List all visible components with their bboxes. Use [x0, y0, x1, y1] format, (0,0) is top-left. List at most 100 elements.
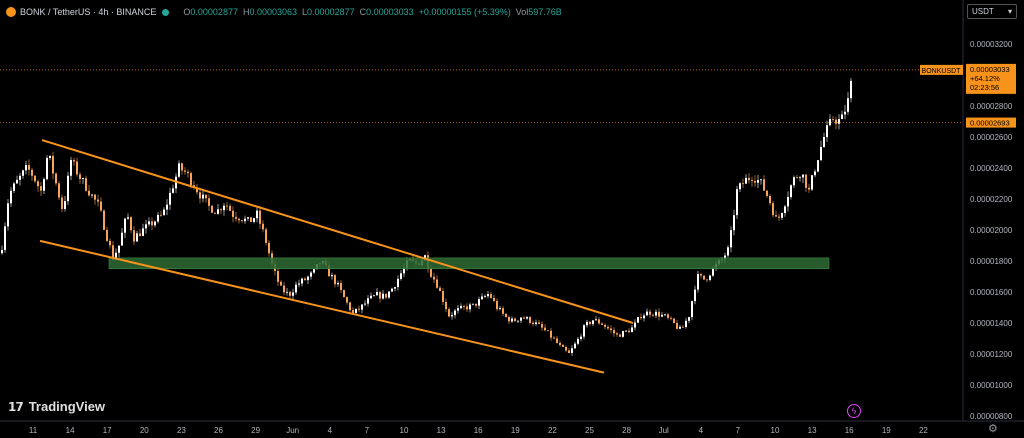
- candle-body: [370, 295, 372, 299]
- candle-body: [28, 164, 30, 170]
- candle-body: [436, 279, 438, 288]
- candle-body: [499, 308, 501, 310]
- candle-body: [685, 320, 687, 328]
- candle-body: [538, 322, 540, 324]
- candle-body: [394, 287, 396, 289]
- candle-body: [340, 282, 342, 291]
- candle-body: [361, 304, 363, 310]
- candle-body: [580, 336, 582, 339]
- candle-body: [469, 304, 471, 310]
- time-tick-label: 7: [736, 426, 741, 435]
- price-tags: BONKUSDT 0.00003033+64.12%02:23:56 0.00002…: [920, 63, 1016, 128]
- candle-body: [241, 220, 243, 222]
- candle-body: [559, 342, 561, 345]
- candle-body: [517, 320, 519, 322]
- candle-body: [289, 291, 291, 296]
- candle-body: [37, 181, 39, 187]
- candle-body: [739, 183, 741, 190]
- level-price-tag-bg: [966, 117, 1016, 128]
- candle-body: [463, 306, 465, 307]
- candle-body: [400, 273, 402, 279]
- candle-body: [211, 205, 213, 213]
- candle-body: [214, 212, 216, 214]
- bonk-coin-icon: [6, 7, 16, 17]
- tradingview-logo[interactable]: 𝟭𝟳 TradingView: [8, 399, 105, 414]
- candle-body: [4, 226, 6, 251]
- symbol-title[interactable]: BONK / TetherUS · 4h · BINANCE: [20, 7, 157, 17]
- candle-body: [313, 269, 315, 273]
- candle-body: [232, 210, 234, 217]
- candle-body: [736, 189, 738, 216]
- candle-body: [772, 203, 774, 216]
- candle-body: [511, 318, 513, 322]
- candle-body: [196, 188, 198, 193]
- candle-body: [496, 300, 498, 310]
- lightning-icon[interactable]: ϟ: [847, 404, 861, 418]
- candle-body: [169, 192, 171, 205]
- candle-body: [598, 319, 600, 324]
- candle-body: [367, 298, 369, 304]
- candle-body: [349, 302, 351, 311]
- candle-body: [778, 216, 780, 218]
- candle-body: [205, 194, 207, 199]
- currency-selector[interactable]: USDT ▾: [967, 4, 1017, 19]
- candle-body: [694, 289, 696, 302]
- candle-body: [19, 175, 21, 180]
- candle-body: [445, 301, 447, 310]
- candle-body: [184, 170, 186, 172]
- candle-body: [259, 210, 261, 224]
- candle-body: [328, 265, 330, 277]
- candle-body: [46, 157, 48, 180]
- time-tick-label: 29: [251, 426, 260, 435]
- candle-body: [568, 350, 570, 353]
- candle-body: [547, 330, 549, 332]
- candle-body: [388, 291, 390, 298]
- candle-body: [403, 267, 405, 274]
- candle-body: [331, 275, 333, 277]
- last-price-tag-bg: [966, 63, 1016, 94]
- change-value: +0.00000155 (+5.39%): [418, 7, 511, 17]
- last-price-value: 0.00003033: [970, 65, 1010, 74]
- candle-body: [142, 228, 144, 236]
- candle-body: [181, 163, 183, 171]
- time-axis[interactable]: 11 14 17 20 23 26 29 Jun 4 7 10 13 16 19 22 25 28 Jul 4 7 10…: [0, 420, 1024, 435]
- volume-value: 597.76B: [528, 7, 562, 17]
- candle-body: [781, 213, 783, 218]
- candle-body: [238, 218, 240, 221]
- candle-body: [640, 317, 642, 319]
- candle-body: [775, 215, 777, 217]
- candle-body: [709, 275, 711, 280]
- price-tick-label: 0.00002600: [970, 133, 1013, 142]
- candle-body: [277, 270, 279, 282]
- candle-body: [52, 155, 54, 174]
- candle-body: [133, 230, 135, 242]
- candle-body: [217, 209, 219, 214]
- candle-body: [235, 216, 237, 219]
- candle-body: [667, 314, 669, 318]
- candle-body: [622, 331, 624, 337]
- candlestick-series: [1, 78, 852, 356]
- price-tick-label: 0.00001400: [970, 319, 1013, 328]
- price-tick-label: 0.00001800: [970, 257, 1013, 266]
- candle-body: [841, 114, 843, 120]
- candle-body: [103, 210, 105, 230]
- channel-upper-line: [41, 139, 634, 324]
- candle-body: [661, 314, 663, 317]
- candle-body: [31, 169, 33, 176]
- candle-body: [43, 179, 45, 191]
- price-axis[interactable]: 0.000032000.000030000.000028000.00002600…: [962, 0, 1013, 421]
- candle-body: [190, 173, 192, 186]
- candle-countdown: 02:23:56: [970, 83, 999, 92]
- gear-icon[interactable]: ⚙: [988, 423, 998, 435]
- candle-body: [637, 317, 639, 323]
- candle-body: [151, 221, 153, 226]
- time-tick-label: 10: [771, 426, 780, 435]
- candle-body: [631, 327, 633, 333]
- time-tick-label: 20: [140, 426, 149, 435]
- candle-body: [262, 223, 264, 230]
- candle-body: [34, 175, 36, 182]
- time-tick-label: 22: [919, 426, 928, 435]
- candle-body: [703, 275, 705, 280]
- time-tick-label: 23: [177, 426, 186, 435]
